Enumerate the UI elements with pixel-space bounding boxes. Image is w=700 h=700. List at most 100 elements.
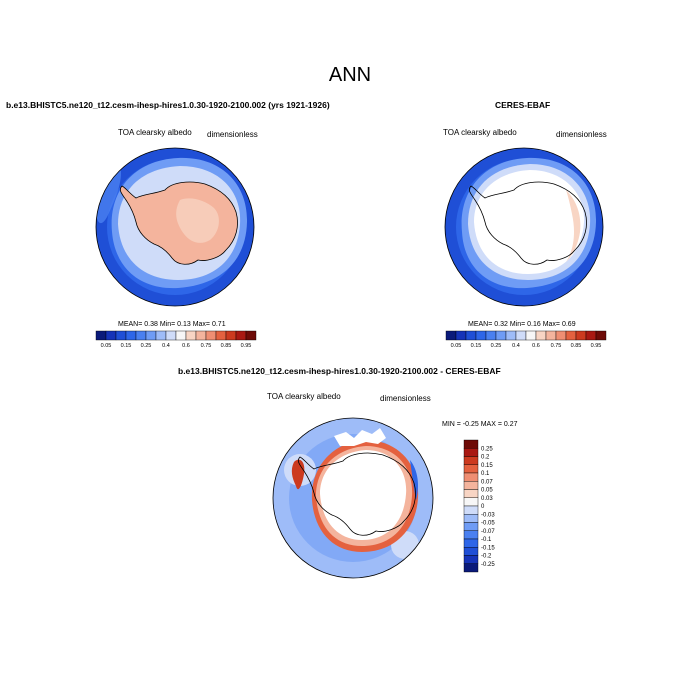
panel-3-colorbar-swatch-0 [463,439,479,449]
panel-2-colorbar-tick-label: 0.15 [471,343,482,349]
panel-2-colorbar-swatch-0 [445,330,457,341]
panel-1-colorbar-swatch-1 [105,330,117,341]
panel-3-colorbar-tick-label: 0.2 [481,455,490,461]
panel-2-colorbar: 0.05 0.15 0.25 0.4 0.6 0.75 0.85 0.95 [445,330,607,349]
page-title: ANN [328,64,372,86]
panel-3-antarctica [297,452,416,536]
panel-3-colorbar-swatch-7 [463,497,479,507]
panel-2-stats: MEAN= 0.32 Min= 0.16 Max= 0.69 [468,321,576,328]
panel-1-colorbar-swatch-13 [225,330,237,341]
panel-3-colorbar-tick-label: 0.07 [481,479,493,485]
panel-3-colorbar-tick-label: -0.15 [481,545,495,551]
panel-3-colorbar-tick-label: 0.25 [481,446,493,452]
panel-3-colorbar-swatch-6 [463,489,479,498]
panel-1-colorbar-swatch-15 [245,330,257,341]
panel-2-colorbar-swatch-5 [495,330,507,341]
panel-2-colorbar-swatch-11 [555,330,567,341]
panel-3-colorbar-swatch-12 [463,538,479,548]
panel-1-colorbar-swatch-14 [235,330,247,341]
panel-2-colorbar-swatch-13 [575,330,587,341]
panel-2-colorbar-swatch-4 [485,330,497,341]
panel-3-colorbar-swatch-15 [463,563,479,573]
panel-1-colorbar-swatch-10 [195,330,207,341]
panel-1-colorbar-swatch-4 [135,330,147,341]
panel-3-variable-label: TOA clearsky albedo [267,392,341,401]
panel-1-colorbar-tick-label: 0.75 [201,343,212,349]
panel-2-colorbar-swatch-3 [475,330,487,341]
panel-2-units-label: dimensionless [556,130,607,139]
panel-2-map [444,147,604,307]
panel-1-colorbar: 0.05 0.15 0.25 0.4 0.6 0.75 0.85 0.95 [95,330,257,349]
panel-1-colorbar-tick-label: 0.05 [101,343,112,349]
panel-3-colorbar-swatch-11 [463,530,479,540]
panel-1-units-label: dimensionless [207,130,258,139]
panel-2-antarctica [468,181,587,265]
panel-3-colorbar-tick-label: -0.07 [481,529,495,535]
panel-1-colorbar-swatch-11 [205,330,217,341]
panel-3-colorbar-tick-label: -0.1 [481,537,492,543]
panel-3-ocean-negative [410,460,418,500]
panel-3-colorbar-tick-label: 0.03 [481,496,493,502]
panel-3-missing-data [320,450,407,540]
panel-3-units-label: dimensionless [380,394,431,403]
panel-2-colorbar-swatch-8 [525,330,537,341]
panel-2-variable-label: TOA clearsky albedo [443,128,517,137]
panel-3-colorbar-tick-label: 0.15 [481,463,493,469]
panel-2-colorbar-swatch-14 [585,330,597,341]
panel-1-colorbar-tick-label: 0.95 [241,343,252,349]
panel-2-colorbar-swatch-1 [455,330,467,341]
panel-2-colorbar-swatch-2 [465,330,477,341]
panel-1-colorbar-swatch-9 [185,330,197,341]
panel-2-colorbar-tick-label: 0.95 [591,343,602,349]
panel-3-colorbar-swatch-9 [463,514,479,523]
panel-3-colorbar: 0.25 0.2 0.15 0.1 0.07 0.05 0.03 0 -0.03 -0.05 -0.… [463,439,495,573]
panel-1-colorbar-tick-label: 0.4 [162,343,170,349]
panel-3-colorbar-swatch-13 [463,547,479,556]
panel-3-colorbar-tick-label: 0.05 [481,488,493,494]
panel-3-colorbar-swatch-5 [463,481,479,490]
panel-3-colorbar-swatch-2 [463,456,479,465]
panel-1-colorbar-swatch-6 [155,330,167,341]
panel-2-colorbar-swatch-12 [565,330,577,341]
panel-1-colorbar-swatch-8 [175,330,187,341]
panel-2-colorbar-swatch-10 [545,330,557,341]
panel-3-colorbar-tick-label: 0.1 [481,471,490,477]
panel-3-colorbar-swatch-8 [463,505,479,515]
panel-1-map-border [95,147,255,307]
panel-1-colorbar-tick-label: 0.15 [121,343,132,349]
panel-2-colorbar-swatch-9 [535,330,547,341]
panel-3-map [272,417,434,579]
panel-2-colorbar-swatch-7 [515,330,527,341]
panel-3-colorbar-tick-label: -0.2 [481,554,492,560]
panel-2-colorbar-tick-label: 0.05 [451,343,462,349]
panel-1-stats: MEAN= 0.38 Min= 0.13 Max= 0.71 [118,321,226,328]
panel-2-colorbar-swatch-6 [505,330,517,341]
panel-1-colorbar-swatch-5 [145,330,157,341]
panel-2-colorbar-tick-label: 0.75 [551,343,562,349]
panel-2-colorbar-tick-label: 0.25 [491,343,502,349]
panel-1-title: b.e13.BHISTC5.ne120_t12.cesm-ihesp-hires… [6,100,330,110]
panel-2-colorbar-swatch-15 [595,330,607,341]
panel-2-title: CERES-EBAF [495,100,551,110]
panel-3-colorbar-tick-label: -0.05 [481,521,495,527]
panel-3-title: b.e13.BHISTC5.ne120_t12.cesm-ihesp-hires… [178,366,501,376]
panel-1-variable-label: TOA clearsky albedo [118,128,192,137]
panel-3-colorbar-tick-label: -0.03 [481,512,495,518]
panel-3-colorbar-tick-label: -0.25 [481,562,495,568]
panel-3-missing-patch [334,428,386,446]
panel-2-missing-data [474,170,585,274]
panel-2-coastal-high [566,190,581,262]
panel-2-colorbar-tick-label: 0.85 [571,343,582,349]
panel-1-colorbar-swatch-2 [115,330,127,341]
panel-1-colorbar-tick-label: 0.25 [141,343,152,349]
panel-3-colorbar-swatch-1 [463,448,479,457]
panel-2-colorbar-tick-label: 0.4 [512,343,520,349]
panel-3-colorbar-swatch-10 [463,522,479,531]
panel-2-colorbar-tick-label: 0.6 [532,343,540,349]
panel-3-stats: MIN = -0.25 MAX = 0.27 [442,421,518,428]
panel-3-colorbar-swatch-4 [463,472,479,482]
panel-1-colorbar-tick-label: 0.6 [182,343,190,349]
panel-3-colorbar-swatch-14 [463,555,479,564]
panel-3-map-border [272,417,434,579]
